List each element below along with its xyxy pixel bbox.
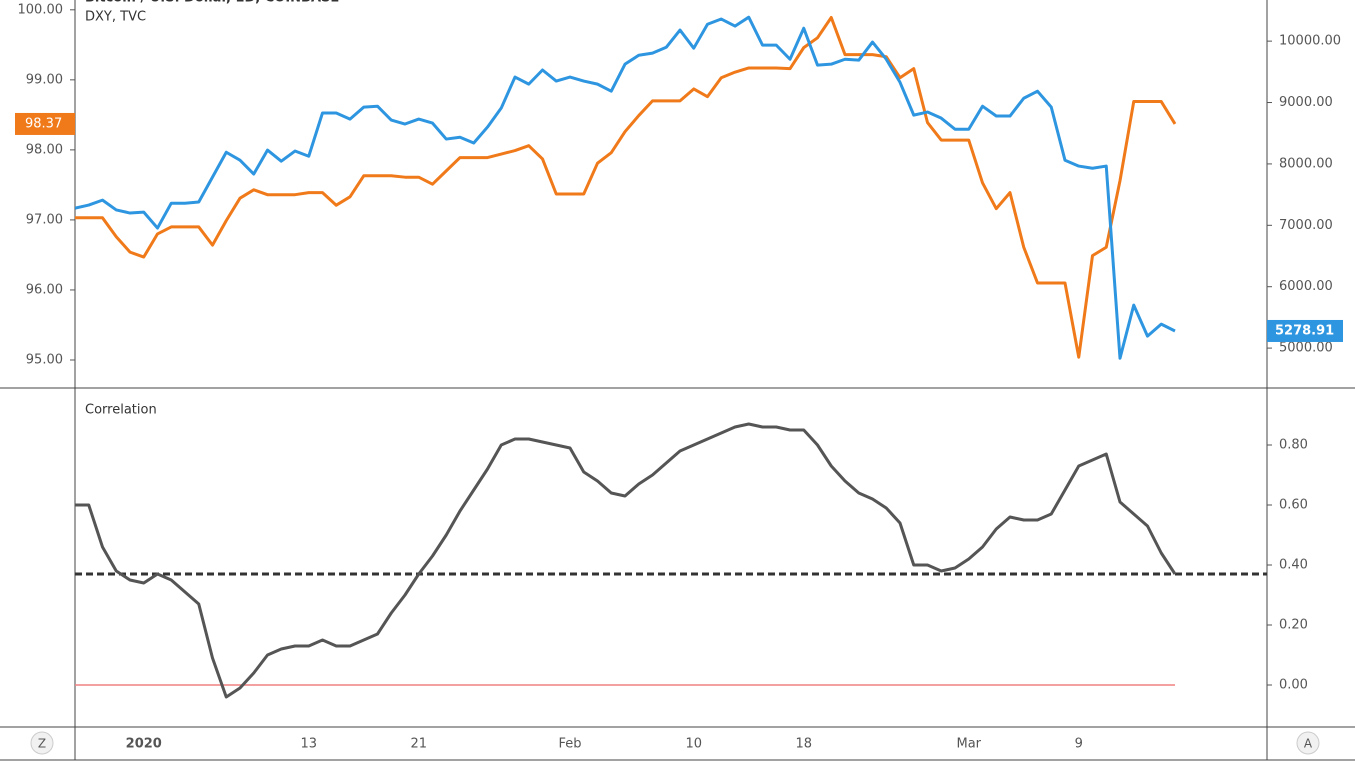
- last-value-label: 5278.91: [1275, 323, 1334, 338]
- y-tick-label: 95.00: [26, 352, 63, 367]
- y2-tick-label: 10000.00: [1279, 34, 1341, 49]
- last-value-badge: [1267, 319, 1343, 342]
- x-tick-label: 18: [795, 737, 812, 752]
- x-tick-label: 9: [1075, 737, 1083, 752]
- y-tick-label: 97.00: [26, 212, 63, 227]
- auto-scale-button[interactable]: A: [1296, 731, 1320, 755]
- y-tick-label: 0.80: [1279, 438, 1308, 453]
- zoom-button[interactable]: Z: [30, 731, 54, 755]
- y2-tick-label: 7000.00: [1279, 218, 1333, 233]
- y-tick-label: 98.00: [26, 142, 63, 157]
- x-tick-label: 10: [685, 737, 702, 752]
- series-line: [75, 422, 1177, 699]
- legend-entry: Bitcoin / U.S. Dollar, 1D, COINBASE: [85, 0, 339, 6]
- x-tick-label: 21: [410, 737, 427, 752]
- zoom-button-label[interactable]: Z: [38, 737, 46, 751]
- y-tick-label: 0.40: [1279, 558, 1308, 573]
- y-tick-label: 0.60: [1279, 498, 1308, 513]
- zoom-button-circle[interactable]: [30, 731, 54, 755]
- x-tick-label: 2020: [126, 737, 162, 752]
- series-line: [75, 15, 1176, 360]
- x-tick-label: Mar: [956, 737, 981, 752]
- y2-tick-label: 9000.00: [1279, 95, 1333, 110]
- x-tick-label: Feb: [558, 737, 581, 752]
- last-value-badge: [15, 112, 75, 135]
- y-tick-label: 0.20: [1279, 618, 1308, 633]
- y-tick-label: 96.00: [26, 282, 63, 297]
- auto-scale-circle[interactable]: [1296, 731, 1320, 755]
- legend-entry: Correlation: [85, 403, 157, 418]
- x-tick-label: 13: [300, 737, 317, 752]
- series-line: [75, 16, 1177, 359]
- y2-tick-label: 5000.00: [1279, 341, 1333, 356]
- y-tick-label: 99.00: [26, 72, 63, 87]
- y2-tick-label: 8000.00: [1279, 156, 1333, 171]
- auto-scale-label[interactable]: A: [1304, 737, 1313, 751]
- y-tick-label: 100.00: [18, 2, 64, 17]
- last-value-label: 98.37: [25, 116, 62, 131]
- y2-tick-label: 6000.00: [1279, 279, 1333, 294]
- y-tick-label: 0.00: [1279, 678, 1308, 693]
- legend-entry: DXY, TVC: [85, 10, 146, 25]
